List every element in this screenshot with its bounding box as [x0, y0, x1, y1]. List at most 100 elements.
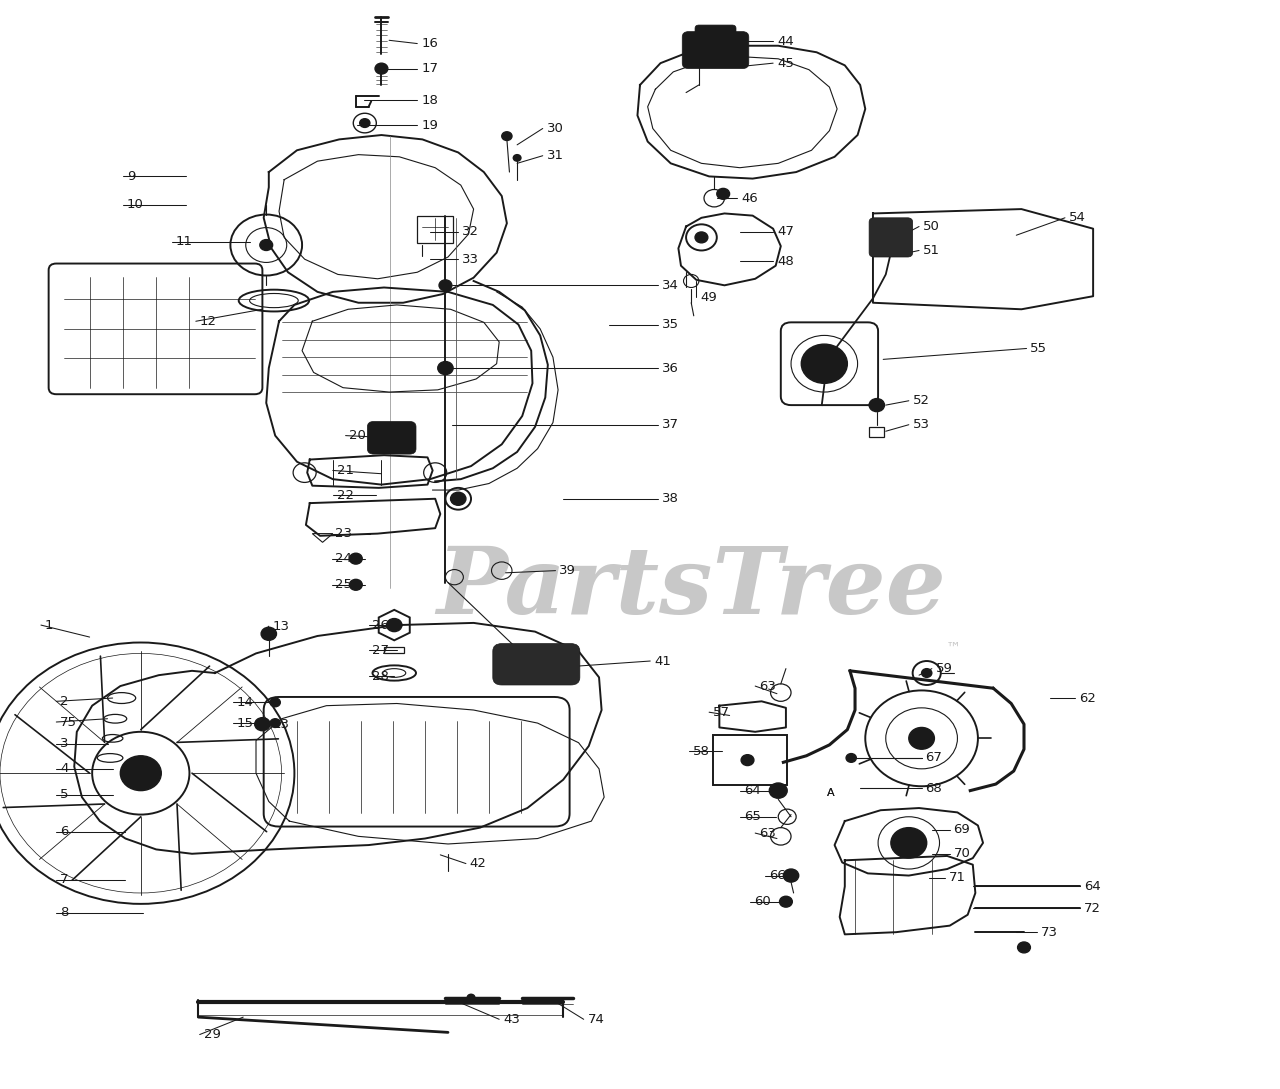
- Text: 38: 38: [662, 492, 678, 505]
- Text: 3: 3: [60, 737, 69, 750]
- Text: 62: 62: [1079, 692, 1096, 705]
- Text: 16: 16: [421, 37, 438, 50]
- Text: 63: 63: [759, 680, 776, 693]
- Circle shape: [438, 362, 453, 375]
- Text: 47: 47: [777, 225, 794, 238]
- Circle shape: [120, 756, 161, 791]
- Text: 49: 49: [700, 291, 717, 304]
- Text: 21: 21: [337, 464, 353, 477]
- Text: 28: 28: [372, 670, 389, 683]
- Circle shape: [349, 579, 362, 590]
- Circle shape: [349, 553, 362, 564]
- Circle shape: [502, 132, 512, 140]
- Text: 25: 25: [335, 578, 352, 591]
- Text: 23: 23: [335, 527, 352, 540]
- Text: 53: 53: [913, 418, 929, 431]
- Circle shape: [467, 994, 475, 1001]
- Text: 5: 5: [60, 788, 69, 802]
- Text: 8: 8: [60, 906, 69, 919]
- Circle shape: [717, 188, 730, 199]
- Text: 46: 46: [741, 192, 758, 205]
- Circle shape: [513, 155, 521, 161]
- FancyBboxPatch shape: [695, 25, 736, 45]
- Text: 26: 26: [372, 619, 389, 632]
- FancyBboxPatch shape: [367, 421, 416, 454]
- Circle shape: [360, 119, 370, 127]
- Text: 17: 17: [421, 62, 438, 75]
- Circle shape: [801, 344, 847, 383]
- Text: 63: 63: [759, 827, 776, 840]
- Text: 67: 67: [925, 751, 942, 764]
- Circle shape: [891, 828, 927, 858]
- Text: 33: 33: [462, 253, 479, 266]
- Circle shape: [270, 698, 280, 707]
- Text: 13: 13: [273, 718, 289, 731]
- Text: 48: 48: [777, 255, 794, 268]
- Text: 19: 19: [421, 119, 438, 132]
- Circle shape: [261, 627, 276, 640]
- Text: 65: 65: [744, 810, 760, 823]
- Text: 43: 43: [503, 1013, 520, 1026]
- Bar: [384, 647, 404, 653]
- Text: 41: 41: [654, 654, 671, 668]
- Circle shape: [387, 619, 402, 632]
- Text: 30: 30: [547, 122, 563, 135]
- Text: ™: ™: [946, 640, 961, 656]
- Text: 15: 15: [237, 717, 253, 730]
- FancyBboxPatch shape: [869, 218, 913, 257]
- Circle shape: [846, 754, 856, 762]
- Text: 6: 6: [60, 825, 69, 839]
- Circle shape: [375, 63, 388, 74]
- Text: 32: 32: [462, 225, 479, 238]
- Text: 27: 27: [372, 644, 389, 657]
- Circle shape: [922, 669, 932, 677]
- Text: 14: 14: [237, 696, 253, 709]
- Text: 24: 24: [335, 552, 352, 565]
- Circle shape: [255, 718, 270, 731]
- Circle shape: [783, 869, 799, 882]
- Text: 22: 22: [337, 489, 353, 502]
- Circle shape: [270, 719, 280, 727]
- Circle shape: [439, 280, 452, 291]
- Text: 11: 11: [175, 235, 192, 248]
- Text: A: A: [827, 787, 835, 798]
- Text: 45: 45: [777, 57, 794, 70]
- Text: 74: 74: [588, 1013, 604, 1026]
- Text: 1: 1: [45, 619, 54, 632]
- Text: 71: 71: [948, 871, 965, 884]
- Text: 59: 59: [936, 662, 952, 675]
- Text: 29: 29: [204, 1028, 220, 1041]
- Text: 31: 31: [547, 149, 563, 162]
- Text: 4: 4: [60, 762, 69, 775]
- Text: 66: 66: [769, 869, 786, 882]
- Text: 51: 51: [923, 244, 940, 257]
- Text: 36: 36: [662, 362, 678, 375]
- Text: 75: 75: [60, 715, 77, 729]
- Text: 58: 58: [692, 745, 709, 758]
- Text: 10: 10: [127, 198, 143, 211]
- Text: 50: 50: [923, 220, 940, 233]
- Text: 13: 13: [273, 620, 289, 633]
- Text: 20: 20: [349, 429, 366, 442]
- Text: 35: 35: [662, 318, 678, 331]
- FancyBboxPatch shape: [682, 32, 749, 69]
- Circle shape: [695, 232, 708, 243]
- Text: 9: 9: [127, 170, 136, 183]
- Text: 39: 39: [559, 564, 576, 577]
- Text: 55: 55: [1030, 342, 1047, 355]
- Bar: [417, 216, 453, 243]
- Circle shape: [780, 896, 792, 907]
- Circle shape: [909, 727, 934, 749]
- Text: 2: 2: [60, 695, 69, 708]
- Text: PartsTree: PartsTree: [436, 543, 946, 633]
- Text: 7: 7: [60, 873, 69, 886]
- Text: 64: 64: [1084, 880, 1101, 893]
- Text: 54: 54: [1069, 211, 1085, 224]
- Text: 73: 73: [1041, 926, 1057, 939]
- Circle shape: [769, 783, 787, 798]
- Text: 12: 12: [200, 315, 216, 328]
- Circle shape: [741, 755, 754, 766]
- Text: 69: 69: [954, 823, 970, 836]
- Text: 42: 42: [470, 857, 486, 870]
- Text: 72: 72: [1084, 902, 1101, 915]
